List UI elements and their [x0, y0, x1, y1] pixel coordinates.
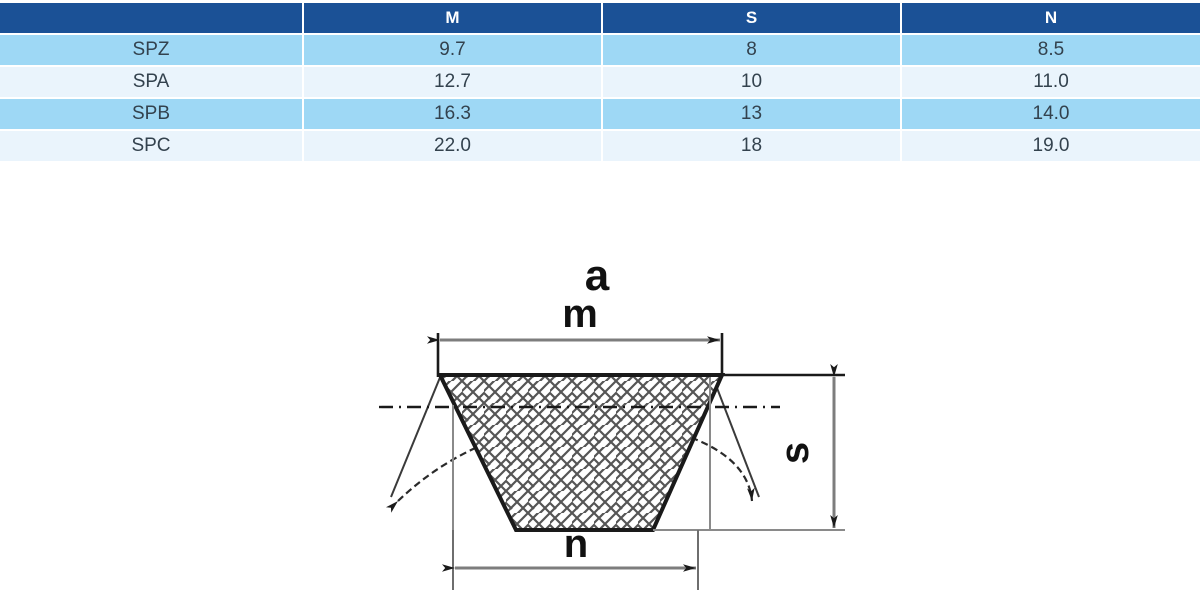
cell-profile: SPZ — [0, 34, 304, 67]
column-header-s: S — [602, 3, 902, 35]
table-header: M S N — [0, 3, 1200, 35]
cell-n: 8.5 — [901, 34, 1200, 67]
table-row: SPA 12.7 10 11.0 — [0, 66, 1200, 99]
cell-s: 13 — [602, 98, 902, 131]
cell-m: 16.3 — [303, 98, 603, 131]
belt-cross-section-shape — [436, 373, 726, 532]
cell-m: 22.0 — [303, 130, 603, 163]
cell-s: 8 — [602, 34, 902, 67]
cell-n: 14.0 — [901, 98, 1200, 131]
table-row: SPB 16.3 13 14.0 — [0, 98, 1200, 131]
extension-line-left-flank — [390, 374, 442, 498]
table-row: SPC 22.0 18 19.0 — [0, 130, 1200, 163]
extension-line-right-flank — [711, 374, 760, 498]
table-header-row: M S N — [0, 3, 1200, 35]
dimension-table: M S N SPZ 9.7 8 8.5 SPA 12.7 10 11.0 SPB… — [0, 3, 1200, 163]
angle-dimension-arc-right — [637, 422, 755, 502]
top-width-dimension-label: m — [562, 292, 598, 336]
cell-n: 11.0 — [901, 66, 1200, 99]
cell-profile: SPC — [0, 130, 304, 163]
column-header-profile — [0, 3, 304, 35]
column-header-n: N — [901, 3, 1200, 35]
column-header-m: M — [303, 3, 603, 35]
cell-s: 10 — [602, 66, 902, 99]
height-dimension-label: s — [773, 442, 817, 464]
angle-dimension-label: a — [585, 251, 610, 300]
cell-n: 19.0 — [901, 130, 1200, 163]
cell-s: 18 — [602, 130, 902, 163]
cell-profile: SPA — [0, 66, 304, 99]
cell-m: 12.7 — [303, 66, 603, 99]
bottom-width-dimension-label: n — [564, 522, 588, 566]
cell-profile: SPB — [0, 98, 304, 131]
belt-cross-section-diagram: a m s n — [0, 205, 1200, 601]
table-body: SPZ 9.7 8 8.5 SPA 12.7 10 11.0 SPB 16.3 … — [0, 34, 1200, 163]
cell-m: 9.7 — [303, 34, 603, 67]
table-row: SPZ 9.7 8 8.5 — [0, 34, 1200, 67]
